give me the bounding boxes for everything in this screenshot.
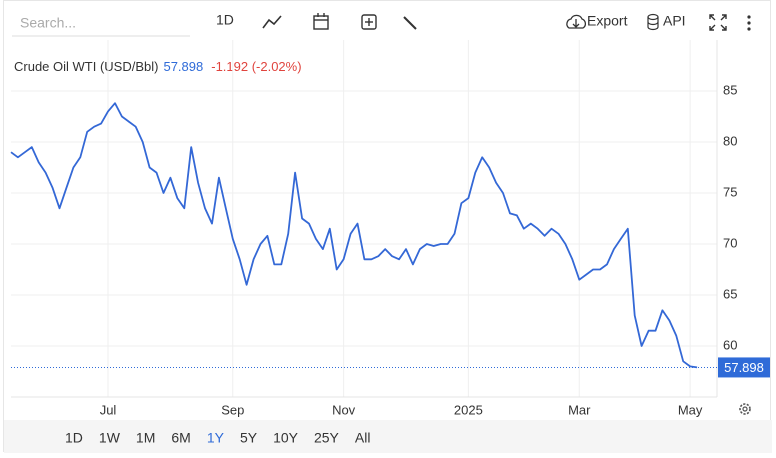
last-value: 57.898 — [163, 59, 203, 74]
range-button[interactable]: 1Y — [207, 430, 225, 446]
range-button[interactable]: 6M — [171, 430, 190, 446]
range-button[interactable]: 1W — [99, 430, 121, 446]
last-value-badge-label: 57.898 — [724, 360, 764, 375]
price-line — [10, 102, 698, 369]
change-value: -1.192 (-2.02%) — [211, 59, 301, 74]
settings-icon[interactable] — [739, 403, 751, 415]
fullscreen-icon[interactable] — [709, 14, 727, 31]
chart: Search... 1D Export API Crude Oil WTI (U… — [4, 12, 772, 453]
range-button[interactable]: 1M — [136, 430, 155, 446]
tools-icon[interactable] — [403, 16, 417, 30]
y-tick-label: 75 — [723, 184, 737, 199]
x-tick-label: Jul — [100, 402, 117, 417]
export-icon[interactable] — [566, 14, 587, 29]
interval-button[interactable]: 1D — [216, 12, 234, 28]
chart-title: Crude Oil WTI (USD/Bbl) — [14, 59, 158, 74]
api-icon[interactable] — [647, 13, 659, 31]
range-button[interactable]: 1D — [65, 430, 83, 446]
y-tick-label: 85 — [723, 82, 737, 97]
range-bar — [4, 420, 772, 453]
x-tick-label: Sep — [221, 402, 244, 417]
range-button[interactable]: All — [355, 430, 371, 446]
chart-type-icon[interactable] — [262, 15, 282, 29]
range-button[interactable]: 10Y — [273, 430, 299, 446]
x-tick-label: 2025 — [454, 402, 483, 417]
x-tick-label: May — [678, 402, 703, 417]
range-button[interactable]: 25Y — [314, 430, 340, 446]
calendar-icon[interactable] — [313, 13, 329, 30]
chart-heading: Crude Oil WTI (USD/Bbl) 57.898 -1.192 (-2.… — [14, 59, 302, 74]
more-icon[interactable] — [747, 15, 751, 31]
chart-widget: Search... 1D Export API Crude Oil WTI (U… — [3, 0, 772, 453]
range-button[interactable]: 5Y — [240, 430, 258, 446]
api-button[interactable]: API — [663, 13, 686, 29]
export-button[interactable]: Export — [587, 13, 628, 29]
y-tick-label: 70 — [723, 235, 737, 250]
compare-icon[interactable] — [361, 14, 377, 30]
range-buttons: 1D 1W 1M 6M 1Y 5Y 10Y 25Y All — [65, 430, 370, 446]
y-tick-label: 65 — [723, 286, 737, 301]
last-value-badge — [718, 357, 770, 378]
y-tick-label: 60 — [723, 337, 737, 352]
y-tick-label: 80 — [723, 133, 737, 148]
toolbar: Search... 1D Export API — [12, 12, 751, 37]
x-tick-label: Mar — [568, 402, 591, 417]
x-tick-label: Nov — [332, 402, 356, 417]
plot-area: 60 65 70 75 80 85 Jul Sep Nov 2025 Mar May 57.898 — [10, 40, 770, 417]
search-input[interactable]: Search... — [20, 15, 76, 31]
